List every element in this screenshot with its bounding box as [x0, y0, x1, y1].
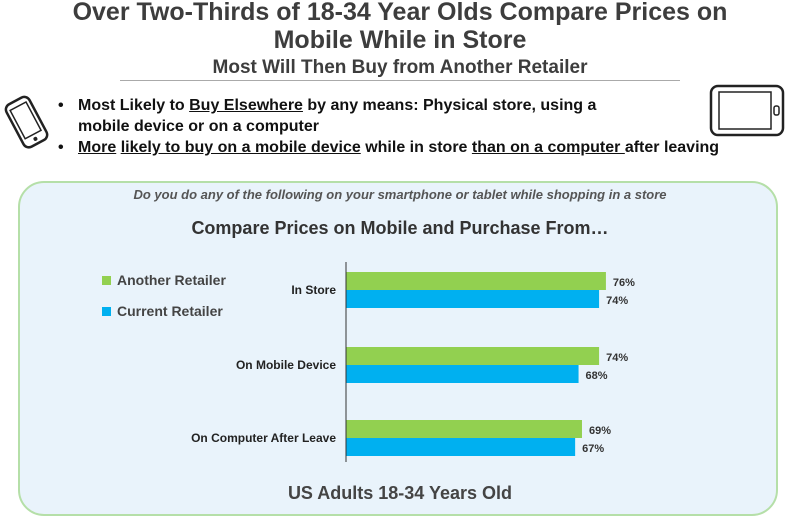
bullet-2-text-2: while in store	[360, 139, 472, 156]
bullet-2-emphasis-3: than on a computer	[471, 139, 625, 156]
bar-another-retailer	[346, 347, 600, 365]
chart-footer: US Adults 18-34 Years Old	[287, 483, 513, 503]
bullet-2-emphasis-2: likely to buy on a mobile device	[120, 139, 361, 156]
bar-another-retailer	[346, 420, 582, 438]
bar-current-retailer	[346, 290, 600, 308]
survey-question: Do you do any of the following on your s…	[133, 187, 667, 202]
data-label: 67%	[582, 443, 604, 455]
bullet-1-text-2: by any means: Physical store, using a	[302, 97, 597, 114]
chart-title: Compare Prices on Mobile and Purchase Fr…	[191, 218, 609, 238]
legend-label: Another Retailer	[117, 272, 226, 288]
legend-swatch	[102, 307, 111, 316]
bullet-1-text: Most Likely to	[78, 97, 190, 114]
legend-swatch	[102, 276, 111, 285]
bullet-1-line2: mobile device or on a computer	[78, 118, 319, 135]
page-title-line1: Over Two-Thirds of 18-34 Year Olds Compa…	[72, 0, 728, 26]
bullet-dot: •	[58, 139, 64, 156]
legend-item-another-retailer: Another Retailer	[102, 272, 226, 288]
bar-current-retailer	[346, 438, 576, 456]
bullet-1: • Most Likely to Buy Elsewhere by any me…	[55, 95, 800, 137]
bullet-dot: •	[58, 97, 64, 114]
data-label: 69%	[589, 425, 611, 437]
category-label: On Computer After Leave	[191, 431, 336, 445]
bullet-1-emphasis: Buy Elsewhere	[189, 97, 303, 114]
data-label: 74%	[606, 352, 628, 364]
title-divider	[120, 80, 680, 81]
bullet-2-text-3: after leaving	[624, 139, 720, 156]
data-label: 68%	[586, 370, 608, 382]
bullet-2-emphasis-1: More	[78, 139, 117, 156]
data-label: 74%	[606, 295, 628, 307]
bar-another-retailer	[346, 272, 606, 290]
page-subtitle: Most Will Then Buy from Another Retailer	[212, 57, 588, 78]
key-points: • Most Likely to Buy Elsewhere by any me…	[55, 95, 800, 158]
bar-current-retailer	[346, 365, 579, 383]
bullet-2: • More likely to buy on a mobile device …	[55, 137, 800, 158]
legend-label: Current Retailer	[117, 303, 223, 319]
data-label: 76%	[613, 277, 635, 289]
legend-item-current-retailer: Current Retailer	[102, 303, 223, 319]
category-label: In Store	[291, 283, 336, 297]
smartphone-icon	[4, 95, 49, 149]
page-title-line2: Mobile While in Store	[273, 26, 527, 54]
tablet-icon	[709, 84, 785, 137]
category-label: On Mobile Device	[236, 358, 336, 372]
